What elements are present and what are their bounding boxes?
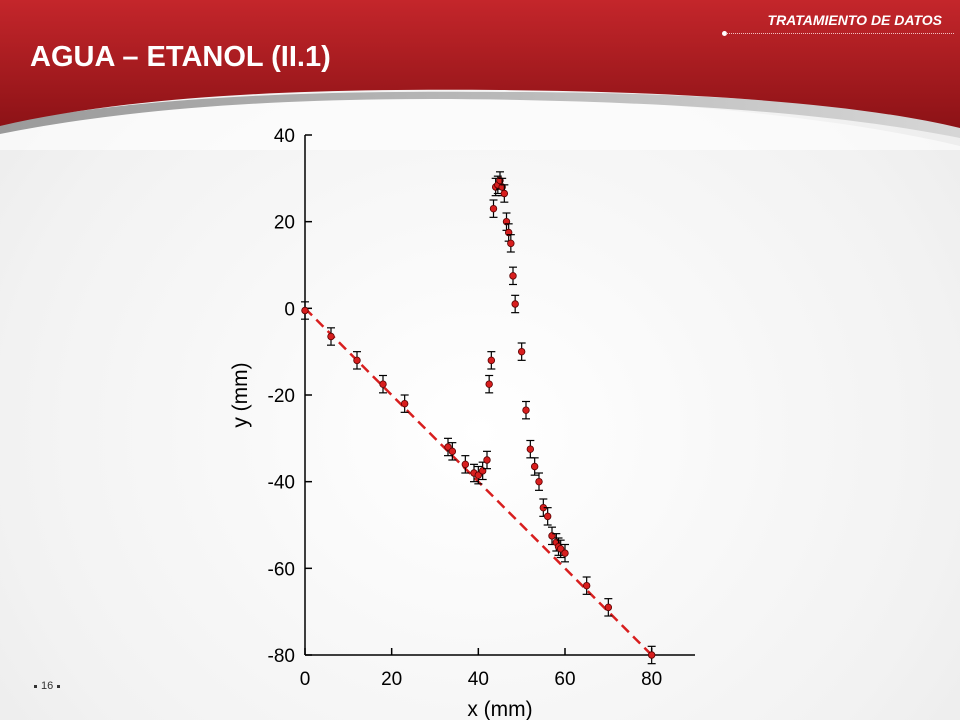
data-point [511, 294, 520, 314]
x-tick-label: 20 [381, 669, 402, 690]
data-point [530, 457, 539, 476]
point-marker [489, 204, 498, 213]
x-tick-label: 80 [641, 669, 662, 690]
y-axis-title: y (mm) [229, 362, 252, 427]
y-tick-label: -20 [268, 386, 295, 407]
point-marker [509, 272, 517, 280]
point-marker [485, 380, 493, 388]
point-marker [461, 460, 470, 469]
point-marker [400, 399, 409, 408]
data-point [353, 351, 361, 370]
point-marker [500, 189, 509, 198]
data-point [379, 374, 387, 394]
section-dot [722, 31, 727, 36]
data-point [485, 374, 494, 394]
data-point [504, 223, 513, 242]
data-point [502, 212, 511, 231]
point-marker [561, 549, 569, 557]
data-point [474, 465, 483, 485]
y-tick-label: -80 [268, 646, 295, 667]
point-marker [543, 512, 552, 521]
data-point [489, 199, 498, 218]
point-marker [444, 443, 452, 451]
y-tick-label: 40 [274, 126, 295, 147]
x-tick-label: 40 [468, 669, 489, 690]
data-point [582, 576, 591, 595]
point-marker [526, 445, 535, 453]
page-number: 16 [30, 680, 64, 692]
data-point [526, 439, 535, 459]
point-marker [507, 239, 515, 248]
point-marker [327, 332, 335, 341]
point-marker [379, 380, 387, 388]
point-marker [582, 581, 591, 590]
data-point [539, 498, 548, 517]
x-axis-title: x (mm) [467, 698, 532, 720]
data-point [517, 342, 526, 361]
y-tick-label: 0 [284, 299, 295, 320]
section-label: TRATAMIENTO DE DATOS [767, 12, 942, 28]
data-point [500, 184, 509, 203]
point-marker [556, 545, 565, 553]
page-number-text: 16 [41, 680, 54, 692]
point-marker [483, 456, 491, 464]
data-point [487, 351, 496, 370]
point-marker [517, 347, 526, 356]
data-point [543, 507, 552, 526]
data-point [483, 450, 491, 470]
data-point [461, 455, 470, 474]
data-point [647, 645, 656, 665]
data-point [301, 301, 309, 320]
point-marker [530, 462, 539, 471]
data-point [448, 442, 457, 461]
point-marker [487, 356, 496, 365]
data-point [400, 394, 409, 413]
point-marker [604, 603, 613, 612]
point-marker [353, 356, 361, 365]
data-point [506, 234, 515, 253]
header-band [0, 0, 960, 150]
point-marker [647, 651, 656, 659]
data-point [522, 400, 530, 420]
point-marker [535, 477, 543, 486]
slide-title: AGUA – ETANOL (II.1) [30, 41, 331, 73]
point-marker [522, 406, 530, 414]
y-tick-label: 20 [274, 213, 295, 234]
data-point [561, 543, 569, 563]
y-tick-label: -60 [268, 559, 295, 580]
data-point [327, 327, 335, 346]
data-point [604, 598, 613, 617]
x-tick-label: 0 [300, 669, 311, 690]
x-tick-label: 60 [554, 669, 575, 690]
data-point [478, 461, 487, 481]
data-point [535, 472, 543, 491]
point-marker [511, 300, 519, 308]
point-marker [301, 306, 309, 315]
y-tick-label: -40 [268, 473, 295, 494]
point-marker [474, 471, 483, 479]
data-point [509, 266, 517, 286]
section-rule [726, 33, 954, 34]
point-marker [448, 447, 457, 456]
data-point [444, 437, 452, 457]
data-point [556, 539, 565, 559]
